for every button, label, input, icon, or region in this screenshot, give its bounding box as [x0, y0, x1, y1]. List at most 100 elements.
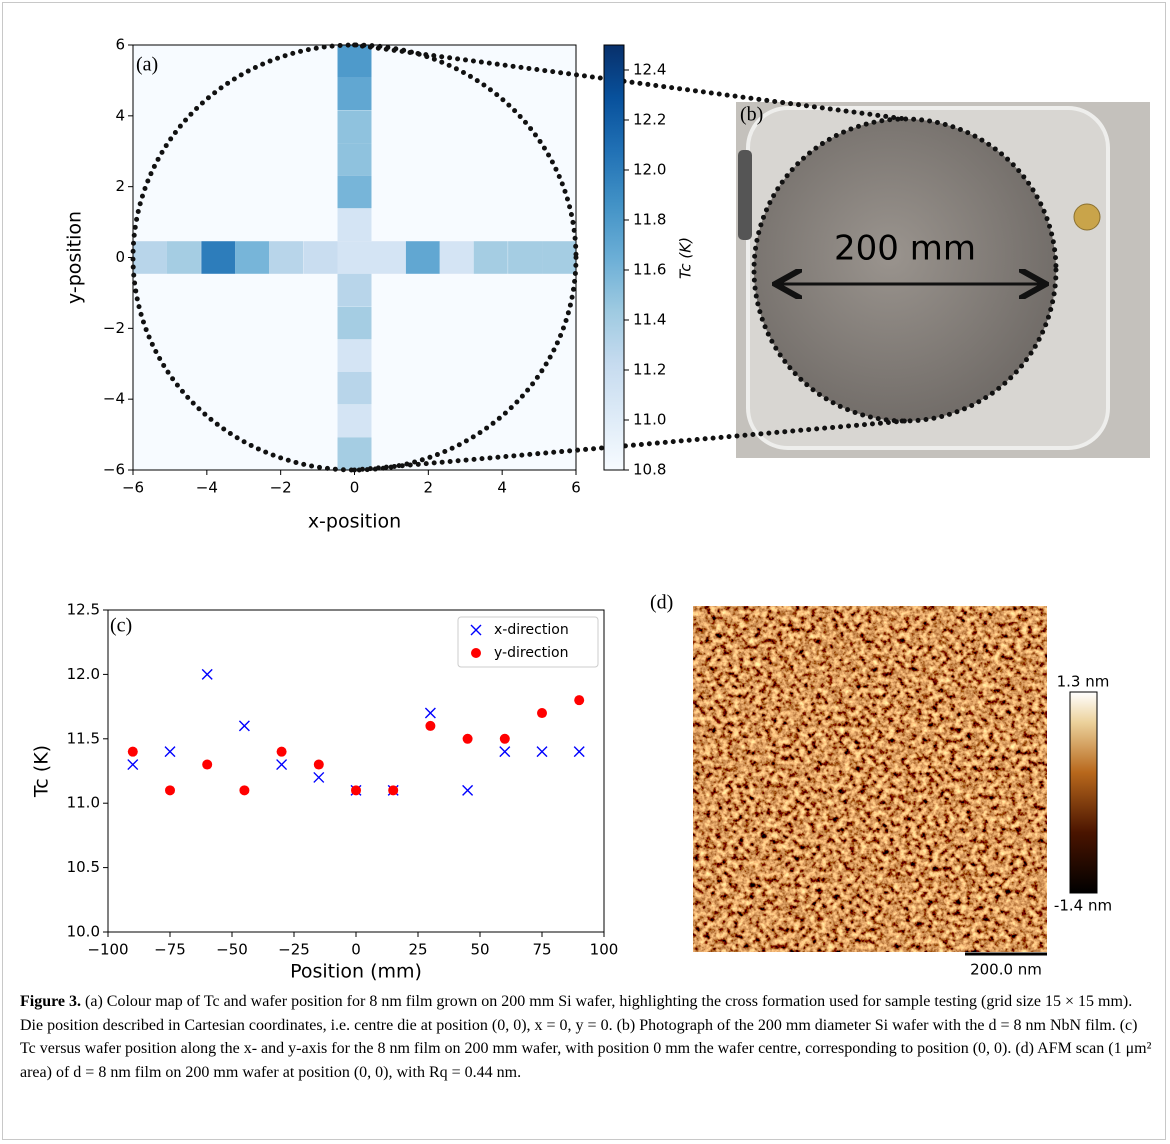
y-tick-label: −6 [103, 461, 125, 479]
legend-marker [471, 648, 481, 658]
colorbar-tick-label: 11.6 [633, 261, 666, 279]
heatmap-cell [405, 241, 440, 274]
colorbar-tick-label: 12.2 [633, 111, 666, 129]
x-axis-label: x-position [308, 511, 401, 533]
colorbar-tick-label: 11.2 [633, 361, 666, 379]
x-tick-label: 2 [424, 479, 434, 497]
caption-text: (a) Colour map of Tc and wafer position … [20, 993, 1152, 1081]
heatmap-cell [439, 241, 474, 274]
marker-x [573, 746, 585, 758]
afm-colorbar-min: -1.4 nm [1054, 897, 1112, 915]
photo: 200 mm (b) [736, 102, 1150, 458]
colorbar-tick-label: 12.4 [633, 61, 666, 79]
scale-bar-label: 200.0 nm [970, 961, 1042, 979]
heatmap-cell [337, 437, 372, 470]
colorbar-tick-label: 10.8 [633, 461, 666, 479]
x-tick-label: −6 [122, 479, 144, 497]
x-tick-label: −4 [196, 479, 218, 497]
y-axis-label: y-position [64, 211, 86, 304]
y-tick-label: 11.0 [67, 794, 100, 812]
y-tick-label: 10.0 [67, 923, 100, 941]
marker-o [499, 733, 510, 744]
y-tick-label: 2 [115, 177, 125, 195]
x-tick-label: −75 [154, 941, 186, 959]
heatmap-cell [473, 241, 508, 274]
heatmap-cell [337, 371, 372, 405]
heatmap-cell [542, 241, 576, 274]
colorbar-label: Tc (K) [677, 237, 695, 279]
afm-colorbar-max: 1.3 nm [1057, 673, 1110, 691]
legend-label: y-direction [494, 645, 568, 661]
connector [352, 42, 908, 122]
marker-x [499, 746, 511, 758]
marker-o [165, 785, 175, 796]
marker-o [388, 785, 399, 796]
heatmap-cell [201, 241, 236, 274]
marker-o [351, 785, 361, 796]
photo-annotation: 200 mm [834, 229, 976, 269]
heatmap-cell [337, 339, 372, 372]
legend-marker [470, 624, 482, 636]
x-tick-label: 0 [350, 479, 360, 497]
afm-colorbar [1069, 691, 1098, 894]
heatmap-cell [133, 241, 167, 274]
marker-x [276, 759, 288, 771]
colorbar-tick-label: 11.0 [633, 411, 666, 429]
x-axis-label: Position (mm) [290, 961, 422, 983]
x-tick-label: 50 [470, 941, 489, 959]
heatmap-cell [337, 404, 372, 438]
y-tick-label: 6 [115, 36, 125, 54]
marker-o [202, 759, 213, 770]
y-tick-label: 4 [115, 106, 125, 124]
marker-o [574, 695, 585, 706]
marker-x [164, 746, 176, 758]
y-tick-label: 10.5 [67, 858, 100, 876]
x-tick-label: −25 [278, 941, 310, 959]
afm-image [693, 606, 1047, 952]
y-axis-label: Tc (K) [31, 745, 53, 798]
marker-o [425, 720, 436, 731]
marker-x [462, 784, 474, 796]
marker-o [462, 733, 473, 744]
marker-o [127, 746, 138, 757]
heatmap-cell [337, 208, 372, 242]
x-tick-label: 6 [571, 479, 581, 497]
marker-x [201, 668, 213, 680]
marker-o [239, 785, 250, 796]
colorbar-tick-label: 11.4 [633, 311, 666, 329]
x-tick-label: 0 [351, 941, 361, 959]
x-tick-label: 75 [532, 941, 551, 959]
y-tick-label: 11.5 [67, 729, 100, 747]
marker-o [276, 746, 287, 757]
x-tick-label: −100 [87, 941, 128, 959]
y-tick-label: −2 [103, 319, 125, 337]
x-tick-label: 25 [408, 941, 427, 959]
y-tick-label: −4 [103, 390, 125, 408]
y-tick-label: 12.0 [67, 665, 100, 683]
colorbar [603, 44, 625, 471]
legend-label: x-direction [494, 622, 569, 638]
panel-label: (c) [110, 615, 132, 637]
heatmap-cell [508, 241, 543, 274]
coin [1073, 203, 1101, 231]
marker-x [238, 720, 250, 732]
heatmap-cell [269, 241, 304, 274]
heatmap-cell [337, 273, 372, 307]
caption-label: Figure 3. [20, 993, 82, 1010]
panel-label: (b) [740, 104, 763, 126]
colorbar-tick-label: 12.0 [633, 161, 666, 179]
heatmap-cell [337, 110, 372, 144]
marker-x [127, 759, 139, 771]
heatmap-cell [337, 241, 372, 274]
heatmap-cell [337, 306, 372, 340]
y-tick-label: 12.5 [67, 601, 100, 619]
heatmap-cell [337, 143, 372, 176]
marker-o [313, 759, 324, 770]
marker-x [536, 746, 548, 758]
x-tick-label: 100 [590, 941, 619, 959]
heatmap-cell [337, 77, 372, 111]
heatmap-cell [166, 241, 201, 274]
heatmap-cell [337, 45, 372, 78]
pen [738, 150, 752, 240]
